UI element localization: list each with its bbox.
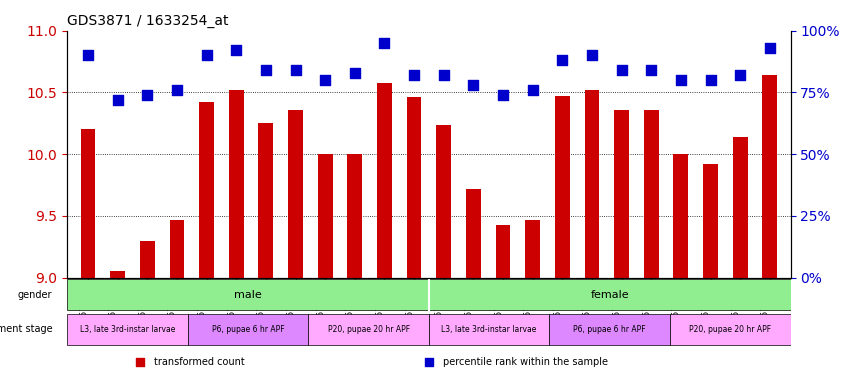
Point xyxy=(111,97,124,103)
Bar xyxy=(258,123,273,278)
Bar xyxy=(407,98,421,278)
Point xyxy=(230,47,243,53)
Point xyxy=(348,70,362,76)
Point xyxy=(378,40,391,46)
Bar xyxy=(140,240,155,278)
Bar xyxy=(229,90,244,278)
Text: P6, pupae 6 hr APF: P6, pupae 6 hr APF xyxy=(574,325,646,334)
FancyBboxPatch shape xyxy=(670,314,791,345)
Bar xyxy=(614,110,629,278)
Point xyxy=(407,72,420,78)
Point xyxy=(133,358,146,364)
Bar xyxy=(644,110,659,278)
Text: P20, pupae 20 hr APF: P20, pupae 20 hr APF xyxy=(690,325,771,334)
Bar xyxy=(288,110,303,278)
Point xyxy=(615,67,628,73)
Text: L3, late 3rd-instar larvae: L3, late 3rd-instar larvae xyxy=(442,325,537,334)
Bar xyxy=(377,83,392,278)
Text: male: male xyxy=(235,290,262,300)
Text: P6, pupae 6 hr APF: P6, pupae 6 hr APF xyxy=(212,325,284,334)
Text: gender: gender xyxy=(18,290,52,300)
Point xyxy=(644,67,658,73)
Bar xyxy=(674,154,688,278)
Bar xyxy=(110,271,125,278)
Point xyxy=(467,82,480,88)
Bar xyxy=(199,102,214,278)
Bar xyxy=(555,96,569,278)
Bar xyxy=(81,129,95,278)
Text: GDS3871 / 1633254_at: GDS3871 / 1633254_at xyxy=(67,14,229,28)
Point xyxy=(556,57,569,63)
Text: percentile rank within the sample: percentile rank within the sample xyxy=(443,356,608,366)
Bar xyxy=(526,220,540,278)
Point xyxy=(496,92,510,98)
Text: P20, pupae 20 hr APF: P20, pupae 20 hr APF xyxy=(328,325,410,334)
Point xyxy=(526,87,539,93)
Point xyxy=(288,67,302,73)
Point xyxy=(82,52,95,58)
Point xyxy=(259,67,272,73)
Bar xyxy=(763,75,777,278)
Text: development stage: development stage xyxy=(0,324,52,334)
Point xyxy=(704,77,717,83)
Bar xyxy=(703,164,718,278)
FancyBboxPatch shape xyxy=(549,314,670,345)
Text: transformed count: transformed count xyxy=(154,356,245,366)
Text: female: female xyxy=(590,290,629,300)
FancyBboxPatch shape xyxy=(429,314,549,345)
Bar xyxy=(466,189,481,278)
Text: L3, late 3rd-instar larvae: L3, late 3rd-instar larvae xyxy=(80,325,175,334)
Bar xyxy=(170,220,184,278)
Point xyxy=(319,77,332,83)
FancyBboxPatch shape xyxy=(188,314,309,345)
FancyBboxPatch shape xyxy=(67,314,188,345)
Point xyxy=(733,72,747,78)
FancyBboxPatch shape xyxy=(67,279,429,310)
Point xyxy=(140,92,154,98)
Bar xyxy=(495,225,510,278)
Bar xyxy=(584,90,600,278)
Bar xyxy=(347,154,362,278)
Bar xyxy=(318,154,332,278)
Point xyxy=(422,358,436,364)
Point xyxy=(200,52,214,58)
Point xyxy=(674,77,688,83)
Bar xyxy=(733,137,748,278)
FancyBboxPatch shape xyxy=(429,279,791,310)
Point xyxy=(763,45,776,51)
FancyBboxPatch shape xyxy=(309,314,429,345)
Point xyxy=(437,72,451,78)
Point xyxy=(585,52,599,58)
Bar xyxy=(436,124,451,278)
Point xyxy=(170,87,183,93)
